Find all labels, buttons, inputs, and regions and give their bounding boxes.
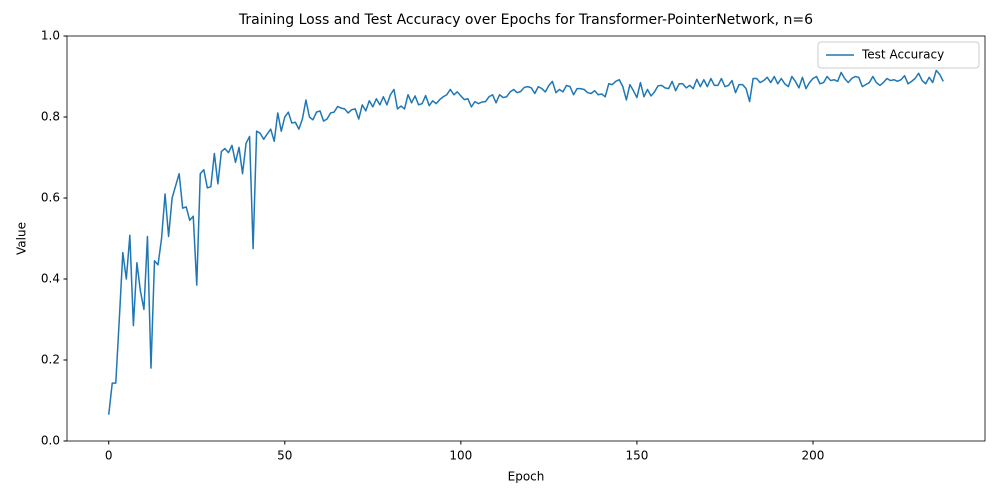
x-tick-label: 150 [625, 449, 648, 463]
x-tick-label: 0 [105, 449, 113, 463]
x-tick-label: 200 [802, 449, 825, 463]
chart-title: Training Loss and Test Accuracy over Epo… [238, 12, 813, 28]
y-tick-label: 0.4 [41, 272, 60, 286]
line-series [107, 69, 944, 415]
x-tick-label: 50 [277, 449, 292, 463]
y-tick-label: 1.0 [41, 29, 60, 43]
legend-label: Test Accuracy [861, 48, 944, 62]
y-tick-label: 0.6 [41, 191, 60, 205]
legend-box [817, 41, 980, 69]
y-tick-label: 0.8 [41, 110, 60, 124]
plot-frame [66, 35, 986, 442]
y-tick-label: 0.2 [41, 353, 60, 367]
x-axis-label: Epoch [508, 470, 545, 484]
x-tick-label: 100 [449, 449, 472, 463]
y-axis-label: Value [15, 222, 29, 255]
y-tick-label: 0.0 [41, 434, 60, 448]
